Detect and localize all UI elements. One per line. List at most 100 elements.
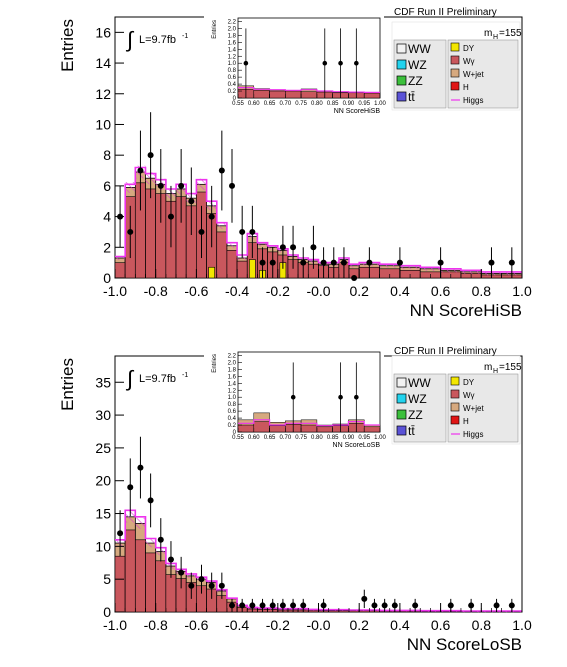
inset-y-tick-label: 2.2 (228, 19, 237, 25)
inset-x-tick-label: 0.60 (248, 101, 260, 107)
data-point (437, 259, 444, 266)
data-point (188, 198, 195, 205)
inset-x-tick-label: 0.65 (264, 435, 276, 441)
legend-label: Wγ (463, 391, 475, 400)
x-tick-label: 1.0 (512, 283, 532, 299)
mass-value: =155 (499, 28, 522, 39)
inset-x-tick-label: 0.65 (264, 101, 276, 107)
inset-bar-wgamma (363, 92, 381, 99)
data-point (239, 228, 246, 235)
x-tick-label: -0.6 (184, 617, 208, 633)
x-tick-label: 0.2 (349, 617, 369, 633)
legend-label: W+jet (463, 70, 484, 79)
data-point (127, 484, 134, 491)
inset-higgs-curve (238, 419, 380, 427)
data-point (269, 259, 276, 266)
bar-wgamma (338, 610, 350, 613)
bar-wgamma (155, 560, 167, 613)
inset-y-tick-label: 1.4 (228, 381, 237, 387)
uncertainty-band (135, 518, 146, 529)
uncertainty-band (349, 263, 360, 268)
inset-y-axis-title: Entries (212, 20, 218, 39)
bar-wgamma (308, 610, 319, 613)
inset-x-tick-label: 0.70 (279, 101, 291, 107)
legend-swatch (450, 389, 460, 399)
bar-wgamma (124, 529, 136, 613)
data-point (188, 582, 195, 589)
legend-label: Higgs (463, 96, 483, 105)
uncertainty-band (216, 222, 227, 229)
uncertainty-band (196, 178, 207, 190)
y-tick-label: 2 (103, 239, 111, 255)
y-tick-label: 25 (95, 440, 111, 456)
data-point (290, 602, 297, 609)
mass-subscript: H (493, 368, 498, 375)
bar-wgamma (114, 555, 126, 613)
luminosity-superscript: -1 (182, 33, 188, 40)
data-point (468, 602, 475, 609)
data-point (259, 602, 266, 609)
y-tick-label: 4 (103, 209, 111, 225)
y-tick-label: 6 (103, 178, 111, 194)
data-point (508, 602, 515, 609)
inset-higgs-curve (238, 87, 380, 93)
uncertainty-band (226, 243, 238, 248)
data-point (229, 602, 236, 609)
inset-y-tick-label: 0 (233, 430, 237, 436)
legend-swatch (396, 91, 407, 102)
uncertainty-band (125, 181, 136, 193)
uncertainty-band (440, 268, 461, 273)
x-tick-label: -0.4 (225, 283, 249, 299)
y-tick-label: 20 (95, 473, 111, 489)
legend-label: Wγ (463, 57, 475, 66)
inset-x-tick-label: 0.70 (279, 435, 291, 441)
y-tick-label: 0 (103, 270, 111, 286)
data-point (259, 259, 266, 266)
inset-bar-wgamma (363, 426, 381, 433)
y-tick-label: 12 (95, 86, 111, 102)
x-tick-label: -1.0 (103, 283, 127, 299)
data-point (300, 259, 307, 266)
data-point (137, 464, 144, 471)
legend-label: H (463, 83, 469, 92)
y-tick-label: 16 (95, 24, 111, 40)
data-point (208, 213, 215, 220)
y-tick-label: 14 (95, 55, 111, 71)
data-point (117, 530, 124, 537)
data-point (127, 228, 134, 235)
inset-y-tick-label: 2.2 (228, 353, 237, 359)
y-tick-label: 10 (95, 538, 111, 554)
inset-y-tick-label: 0 (233, 96, 237, 102)
inset-data-point (243, 60, 249, 66)
inset-bar-wgamma (237, 424, 255, 433)
inset-x-tick-label: 0.55 (232, 435, 244, 441)
y-axis-title: Entries (58, 358, 77, 411)
x-tick-label: -0.2 (266, 283, 290, 299)
inset-bar-wgamma (300, 91, 318, 99)
inset-y-tick-label: 1.8 (228, 367, 237, 373)
data-point (488, 259, 495, 266)
legend-label: Higgs (463, 430, 483, 439)
x-tick-label: -1.0 (103, 617, 127, 633)
x-tick-label: -0.8 (144, 283, 168, 299)
legend-label: WW (408, 376, 431, 390)
data-point (208, 582, 215, 589)
data-point (493, 602, 500, 609)
inset-y-tick-label: 1.0 (228, 61, 237, 67)
inset-y-tick-label: 1.8 (228, 33, 237, 39)
legend-swatch (396, 393, 407, 404)
inset-x-tick-label: 0.85 (327, 101, 339, 107)
panel-1: 0 2 4 6 8 10 12 14 16 -1.0 -0.8 -0.6 -0.4 -0.2 -0.0 0.2… (58, 7, 532, 320)
inset-x-tick-label: 0.60 (248, 435, 260, 441)
data-point (391, 602, 398, 609)
data-point (269, 602, 276, 609)
luminosity-label: L=9.7fb (139, 373, 176, 385)
data-point (249, 228, 256, 235)
x-tick-label: 0.4 (390, 617, 410, 633)
uncertainty-band (379, 263, 400, 268)
x-tick-label: -0.8 (144, 617, 168, 633)
luminosity-label: L=9.7fb (139, 34, 176, 46)
y-tick-label: 30 (95, 407, 111, 423)
inset-y-tick-label: 0.6 (228, 75, 237, 81)
inset-y-tick-label: 0.2 (228, 89, 237, 95)
